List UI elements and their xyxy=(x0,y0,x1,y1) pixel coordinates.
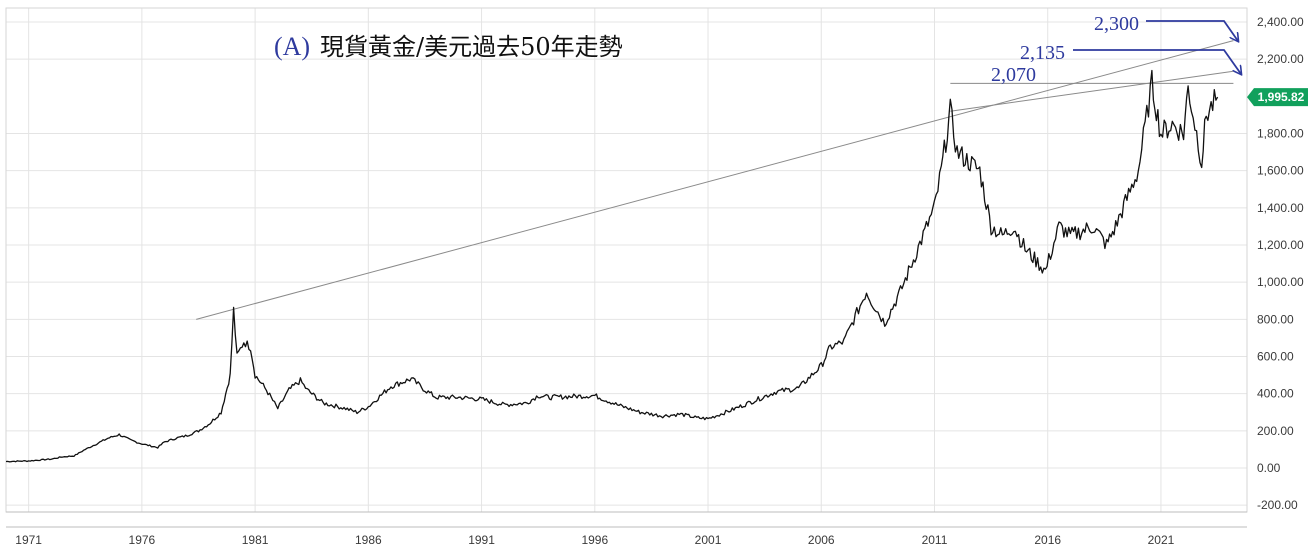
x-tick-label: 2006 xyxy=(808,533,835,547)
chart-title-prefix: (A) xyxy=(274,32,310,61)
x-tick-label: 1971 xyxy=(15,533,42,547)
y-tick-label: 1,600.00 xyxy=(1257,164,1304,178)
axes xyxy=(5,7,1248,528)
trend-line xyxy=(196,40,1234,320)
x-tick-label: 1991 xyxy=(468,533,495,547)
y-tick-label: 400.00 xyxy=(1257,387,1294,401)
y-tick-label: 800.00 xyxy=(1257,312,1294,326)
y-tick-label: 0.00 xyxy=(1257,461,1281,475)
gold-price-line xyxy=(5,69,1219,463)
annotation-label: 2,070 xyxy=(991,64,1036,86)
annotation-arrow xyxy=(1073,49,1241,74)
trend-lines xyxy=(196,40,1234,320)
x-tick-label: 2001 xyxy=(695,533,722,547)
y-tick-label: 1,000.00 xyxy=(1257,275,1304,289)
x-tick-label: 1976 xyxy=(129,533,156,547)
last-price-badge-shape xyxy=(1247,88,1308,107)
grid xyxy=(6,8,1247,512)
y-tick-label: 1,400.00 xyxy=(1257,201,1304,215)
trend-line xyxy=(950,70,1234,112)
x-tick-label: 2016 xyxy=(1034,533,1061,547)
x-tick-label: 2011 xyxy=(922,533,948,547)
x-tick-label: 1986 xyxy=(355,533,382,547)
annotation-label: 2,300 xyxy=(1094,13,1139,35)
x-tick-label: 2021 xyxy=(1148,533,1175,547)
y-tick-label: 1,200.00 xyxy=(1257,238,1304,252)
chart-title-text: 現貨黃金/美元過去50年走勢 xyxy=(320,33,623,61)
y-tick-label: -200.00 xyxy=(1257,498,1298,512)
annotation-label: 2,135 xyxy=(1020,42,1065,64)
y-tick-label: 600.00 xyxy=(1257,350,1294,364)
x-tick-label: 1981 xyxy=(242,533,269,547)
y-tick-label: 1,800.00 xyxy=(1257,127,1304,141)
price-series xyxy=(5,69,1219,463)
y-axis: -200.00 0.00 200.00 400.00 600.00 800.00 1,000… xyxy=(1247,15,1308,512)
chart-title: (A) 現貨黃金/美元過去50年走勢 xyxy=(274,32,623,61)
x-tick-label: 1996 xyxy=(581,533,608,547)
y-tick-label: 2,200.00 xyxy=(1257,52,1304,66)
last-price-badge: 1,995.82 xyxy=(1247,88,1308,107)
y-tick-label: 2,400.00 xyxy=(1257,15,1304,29)
last-price-label: 1,995.82 xyxy=(1258,90,1305,104)
annotation-arrow xyxy=(1146,20,1238,41)
y-tick-label: 200.00 xyxy=(1257,424,1294,438)
x-axis: 1971 1976 1981 1986 1991 1996 2001 2006 2011 2016… xyxy=(15,533,1174,547)
